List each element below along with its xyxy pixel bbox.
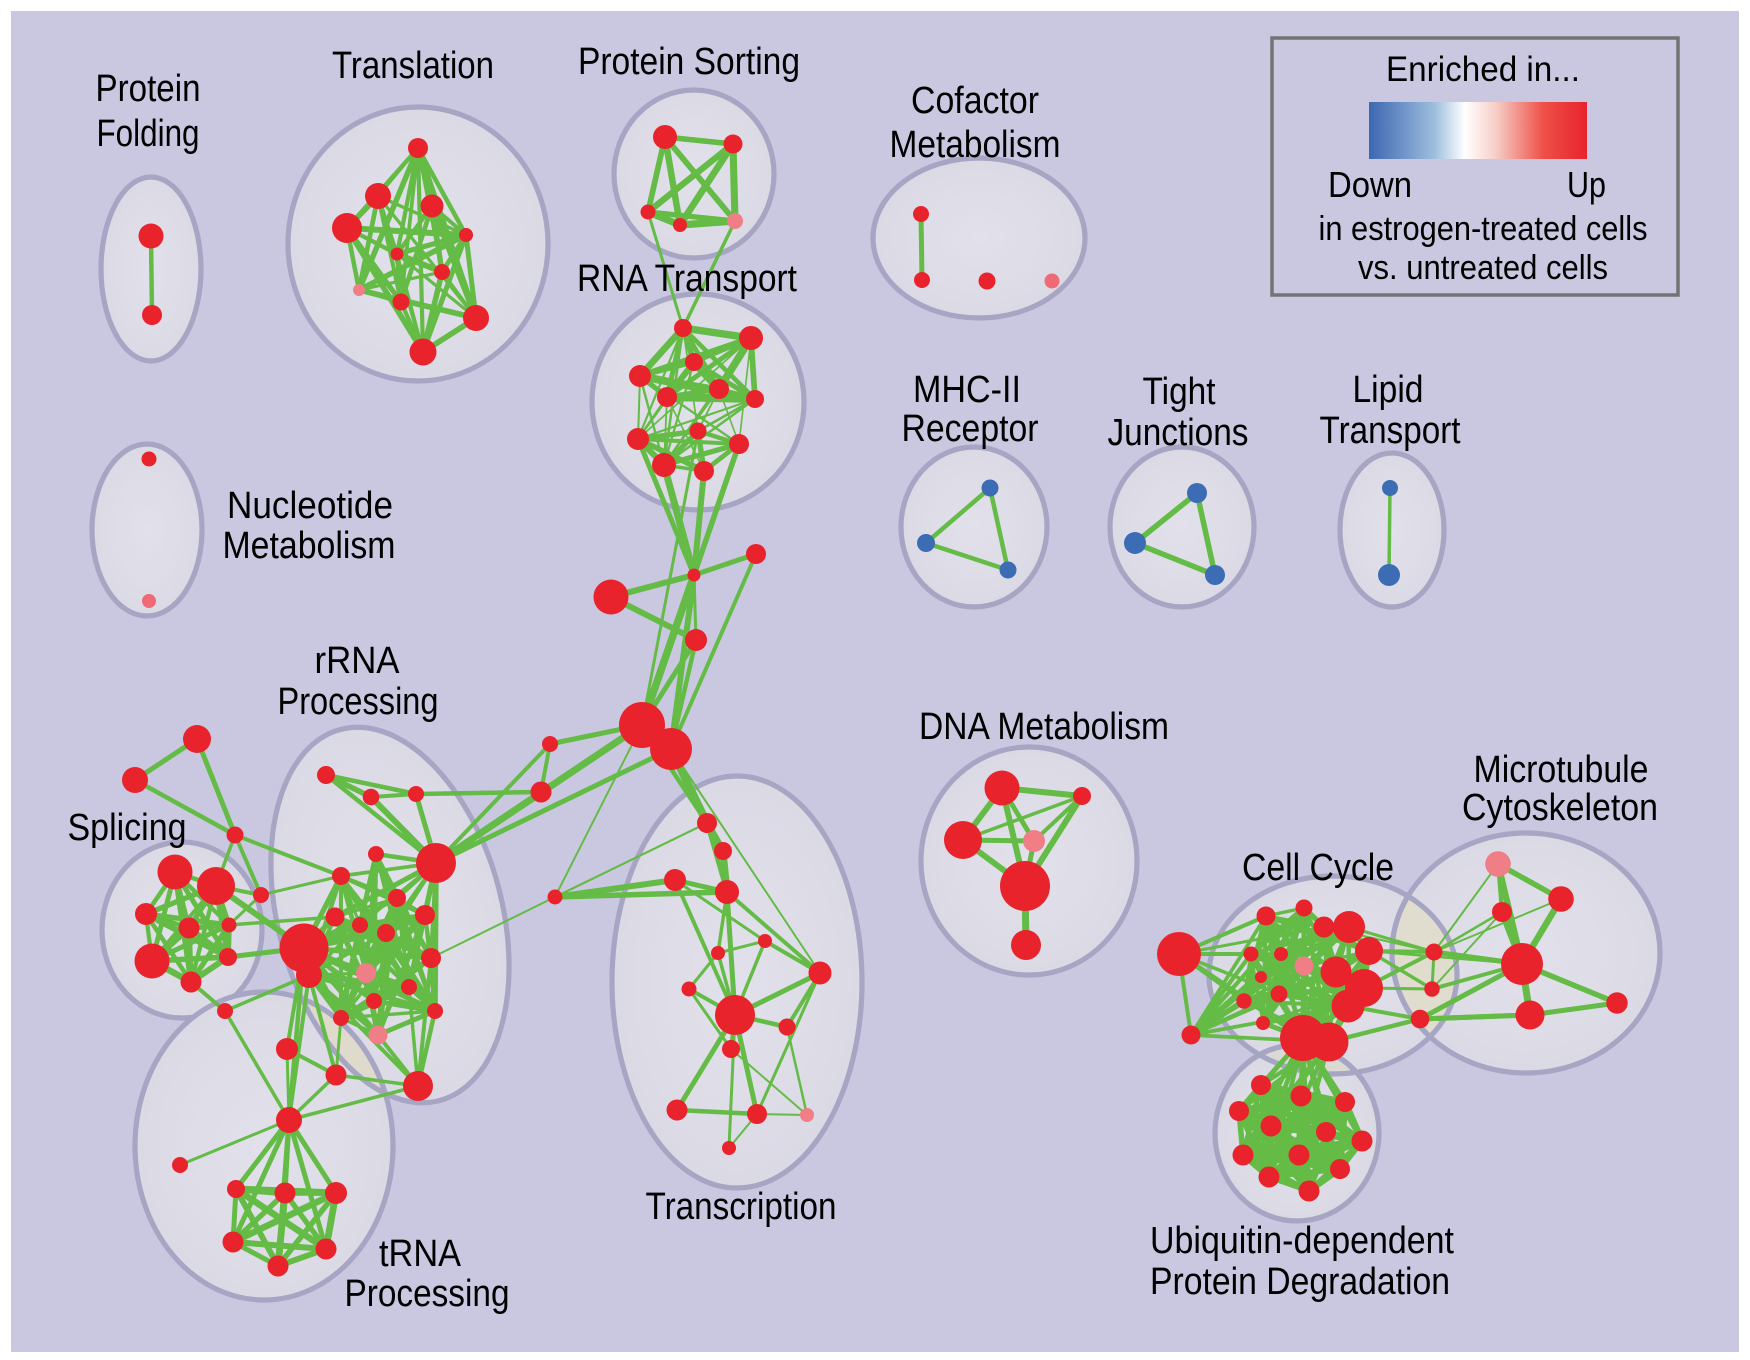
svg-text:Processing: Processing <box>278 681 439 723</box>
svg-text:Protein: Protein <box>96 68 201 110</box>
svg-text:Ubiquitin-dependent: Ubiquitin-dependent <box>1150 1220 1454 1262</box>
svg-text:vs. untreated cells: vs. untreated cells <box>1358 249 1608 287</box>
svg-text:MHC-II: MHC-II <box>913 369 1021 411</box>
svg-text:Down: Down <box>1328 164 1412 205</box>
svg-text:Protein Sorting: Protein Sorting <box>578 41 800 83</box>
svg-text:Cell Cycle: Cell Cycle <box>1242 847 1394 889</box>
svg-text:Microtubule: Microtubule <box>1474 749 1649 791</box>
svg-text:Cytoskeleton: Cytoskeleton <box>1462 787 1658 829</box>
svg-text:Transport: Transport <box>1320 410 1461 452</box>
svg-text:Receptor: Receptor <box>902 408 1039 450</box>
svg-text:Transcription: Transcription <box>646 1186 837 1228</box>
svg-text:Tight: Tight <box>1143 371 1216 413</box>
svg-text:Protein Degradation: Protein Degradation <box>1150 1261 1450 1303</box>
svg-text:Folding: Folding <box>97 113 200 155</box>
svg-text:rRNA: rRNA <box>315 640 401 682</box>
svg-text:Up: Up <box>1567 164 1606 205</box>
svg-text:Enriched in...: Enriched in... <box>1386 50 1580 89</box>
svg-text:Processing: Processing <box>345 1273 510 1315</box>
svg-text:DNA Metabolism: DNA Metabolism <box>919 706 1169 748</box>
svg-text:tRNA: tRNA <box>379 1233 462 1275</box>
svg-text:Metabolism: Metabolism <box>890 124 1061 166</box>
svg-text:Nucleotide: Nucleotide <box>227 485 393 527</box>
svg-text:in estrogen-treated cells: in estrogen-treated cells <box>1319 210 1648 248</box>
svg-text:Cofactor: Cofactor <box>911 80 1039 122</box>
svg-text:Splicing: Splicing <box>68 807 187 849</box>
svg-text:Metabolism: Metabolism <box>223 525 396 567</box>
svg-text:Junctions: Junctions <box>1108 412 1249 454</box>
svg-text:Lipid: Lipid <box>1353 369 1424 411</box>
svg-text:Translation: Translation <box>332 45 494 87</box>
svg-text:RNA Transport: RNA Transport <box>577 258 797 300</box>
